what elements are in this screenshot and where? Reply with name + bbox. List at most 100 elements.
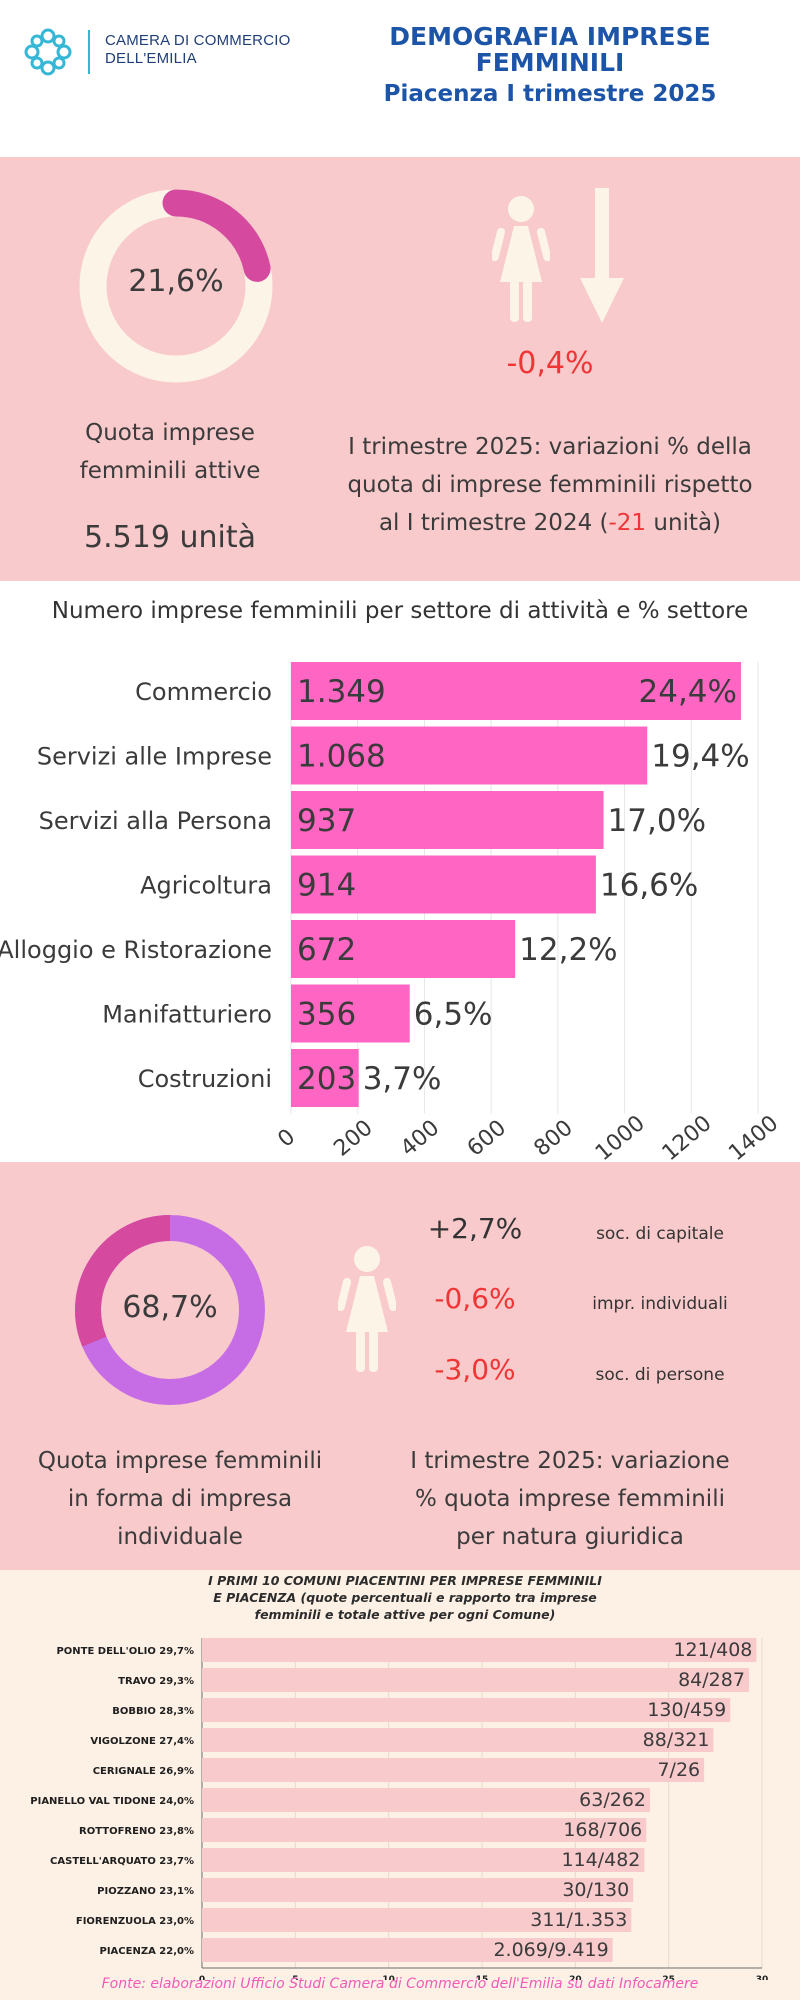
logo-text: CAMERA DI COMMERCIO DELL'EMILIA xyxy=(105,32,290,68)
donut-arc-other-forms xyxy=(75,1215,171,1347)
bar-value-label: 1.349 xyxy=(297,674,386,710)
x-tick-label: 600 xyxy=(463,1115,511,1161)
comune-label: FIORENZUOLA 23,0% xyxy=(76,1916,194,1927)
comune-label: TRAVO 29,3% xyxy=(118,1676,194,1687)
bar xyxy=(291,855,596,914)
bar-percent-label: 19,4% xyxy=(651,739,749,775)
comune-ratio-label: 7/26 xyxy=(657,1759,700,1781)
bar-value-label: 672 xyxy=(297,932,356,968)
bar-percent-label: 6,5% xyxy=(414,997,493,1033)
logo-line-1: CAMERA DI COMMERCIO xyxy=(105,32,291,49)
legal-form-description: I trimestre 2025: variazione % quota imp… xyxy=(380,1442,760,1556)
comune-ratio-label: 63/262 xyxy=(579,1789,646,1811)
comune-label: VIGOLZONE 27,4% xyxy=(90,1736,194,1747)
comune-ratio-label: 88/321 xyxy=(643,1729,710,1751)
x-tick-label: 25 xyxy=(662,1975,675,1980)
comune-ratio-label: 2.069/9.419 xyxy=(493,1939,608,1961)
category-label: Commercio xyxy=(135,678,272,706)
female-share-donut: 21,6% xyxy=(78,188,274,384)
x-tick-label: 30 xyxy=(756,1975,769,1980)
bar-value-label: 203 xyxy=(297,1061,356,1097)
category-label: Agricoltura xyxy=(140,872,272,900)
legal-form-individual-value: -0,6% xyxy=(434,1282,516,1315)
bar-value-label: 937 xyxy=(297,803,356,839)
comune-bar xyxy=(202,1638,757,1662)
female-share-label: Quota imprese femminili attive xyxy=(40,414,300,490)
legal-form-capital-value: +2,7% xyxy=(427,1212,523,1245)
bar-percent-label: 3,7% xyxy=(363,1061,442,1097)
x-tick-label: 0 xyxy=(199,1975,205,1980)
comune-bar xyxy=(202,1908,632,1932)
comuni-title-line-2: E PIACENZA (quote percentuali e rapporto… xyxy=(213,1590,597,1605)
bar xyxy=(291,1049,359,1107)
legal-desc-line-3: per natura giuridica xyxy=(456,1524,684,1550)
comune-label: PIANELLO VAL TIDONE 24,0% xyxy=(30,1796,194,1807)
sector-bar-chart: Commercio 1.349 24,4% Servizi alle Imprese 1… xyxy=(0,662,783,1162)
comune-label: PONTE DELL'OLIO 29,7% xyxy=(56,1646,194,1657)
comune-ratio-label: 130/459 xyxy=(647,1699,726,1721)
female-share-label-line-1: Quota imprese xyxy=(85,420,255,446)
comuni-title-line-1: I PRIMI 10 COMUNI PIACENTINI PER IMPRESE… xyxy=(208,1573,602,1588)
title-line-2: FEMMINILI xyxy=(475,48,625,77)
individual-form-label-line-2: in forma di impresa xyxy=(67,1486,293,1512)
comune-bar xyxy=(202,1848,645,1872)
x-tick-label: 0 xyxy=(273,1124,300,1152)
x-tick-label: 1400 xyxy=(724,1111,783,1162)
comune-ratio-label: 84/287 xyxy=(678,1669,745,1691)
individual-form-label-line-1: Quota imprese femminili xyxy=(37,1448,323,1474)
x-tick-label: 20 xyxy=(569,1975,582,1980)
bar xyxy=(291,984,410,1043)
legal-form-partnership-value: -3,0% xyxy=(434,1353,516,1386)
source-note: Fonte: elaborazioni Ufficio Studi Camera… xyxy=(101,1976,699,1992)
legal-form-partnership-label: soc. di persone xyxy=(595,1365,725,1385)
individual-form-label-line-3: individuale xyxy=(117,1524,243,1550)
bar-percent-label: 17,0% xyxy=(608,803,706,839)
desc-line-3-red: -21 xyxy=(608,510,647,536)
bar-value-label: 356 xyxy=(297,997,356,1033)
legal-form-individual-label: impr. individuali xyxy=(592,1294,728,1314)
comune-label: CERIGNALE 26,9% xyxy=(93,1766,194,1777)
comune-bar xyxy=(202,1818,647,1842)
comune-bar xyxy=(202,1728,714,1752)
comune-ratio-label: 114/482 xyxy=(561,1849,640,1871)
bar-percent-label: 16,6% xyxy=(600,868,698,904)
comune-label: PIACENZA 22,0% xyxy=(100,1946,195,1957)
female-share-variation: -0,4% xyxy=(506,346,594,381)
bar-value-label: 1.068 xyxy=(297,739,386,775)
x-tick-label: 1000 xyxy=(591,1111,650,1162)
comune-bar xyxy=(202,1668,749,1692)
x-tick-label: 800 xyxy=(530,1115,578,1161)
page-title: DEMOGRAFIA IMPRESE FEMMINILI xyxy=(340,24,760,76)
comune-ratio-label: 121/408 xyxy=(673,1639,752,1661)
logo-divider xyxy=(88,30,90,74)
bar xyxy=(291,791,604,849)
female-share-donut-chart xyxy=(79,189,273,383)
female-share-label-line-2: femminili attive xyxy=(79,458,261,484)
legal-desc-line-1: I trimestre 2025: variazione xyxy=(410,1448,730,1474)
bar-value-label: 914 xyxy=(297,868,356,904)
bar xyxy=(291,662,741,720)
comune-label: CASTELL'ARQUATO 23,7% xyxy=(50,1856,194,1867)
x-tick-label: 5 xyxy=(292,1975,298,1980)
camera-commercio-logo-icon xyxy=(24,28,72,76)
category-label: Costruzioni xyxy=(138,1065,272,1093)
category-label: Servizi alle Imprese xyxy=(37,743,272,771)
bar-percent-label: 12,2% xyxy=(519,932,617,968)
comuni-chart-title: I PRIMI 10 COMUNI PIACENTINI PER IMPRESE… xyxy=(175,1572,635,1623)
female-share-percent: 21,6% xyxy=(128,264,224,299)
bar-percent-label: 24,4% xyxy=(639,674,737,710)
x-tick-label: 1200 xyxy=(658,1111,717,1162)
desc-line-3-pre: al I trimestre 2024 ( xyxy=(378,510,609,536)
bar xyxy=(291,726,648,785)
individual-form-percent: 68,7% xyxy=(122,1290,218,1325)
woman-icon xyxy=(492,196,550,322)
comune-bar xyxy=(202,1698,731,1722)
desc-line-1: I trimestre 2025: variazioni % della xyxy=(348,434,752,460)
comuni-bar-chart: PONTE DELL'OLIO 29,7% 121/408 TRAVO 29,3% 8… xyxy=(30,1638,769,1980)
comune-ratio-label: 30/130 xyxy=(562,1879,629,1901)
female-share-description: I trimestre 2025: variazioni % della quo… xyxy=(310,428,790,542)
comune-bar xyxy=(202,1758,705,1782)
bar xyxy=(291,920,516,978)
comune-ratio-label: 311/1.353 xyxy=(530,1909,627,1931)
legal-form-capital-label: soc. di capitale xyxy=(596,1224,724,1244)
